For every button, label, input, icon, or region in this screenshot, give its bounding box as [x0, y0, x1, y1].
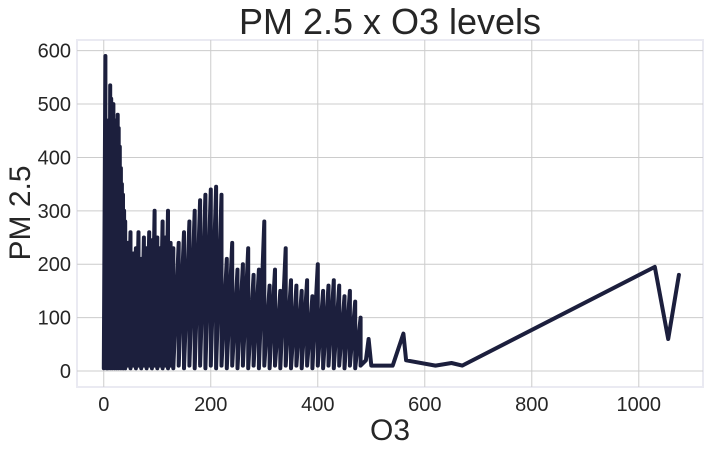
tick-labels: 0 200 400 600 800 1000 0 100 200 300 400 500 600 [38, 41, 661, 416]
y-tick-label: 600 [38, 41, 71, 63]
x-axis-label: O3 [370, 414, 410, 447]
chart-title: PM 2.5 x O3 levels [239, 1, 541, 42]
series-line [101, 54, 681, 371]
x-tick-label: 0 [98, 394, 109, 416]
y-axis-label: PM 2.5 [4, 165, 37, 260]
x-tick-label: 600 [408, 394, 441, 416]
x-tick-label: 1000 [617, 394, 662, 416]
x-tick-label: 200 [194, 394, 227, 416]
y-tick-label: 100 [38, 308, 71, 330]
y-tick-label: 200 [38, 254, 71, 276]
y-tick-label: 500 [38, 94, 71, 116]
series-layer [101, 54, 681, 371]
x-tick-label: 800 [515, 394, 548, 416]
y-tick-label: 300 [38, 201, 71, 223]
y-tick-label: 0 [60, 361, 71, 383]
x-tick-label: 400 [301, 394, 334, 416]
y-tick-label: 400 [38, 147, 71, 169]
